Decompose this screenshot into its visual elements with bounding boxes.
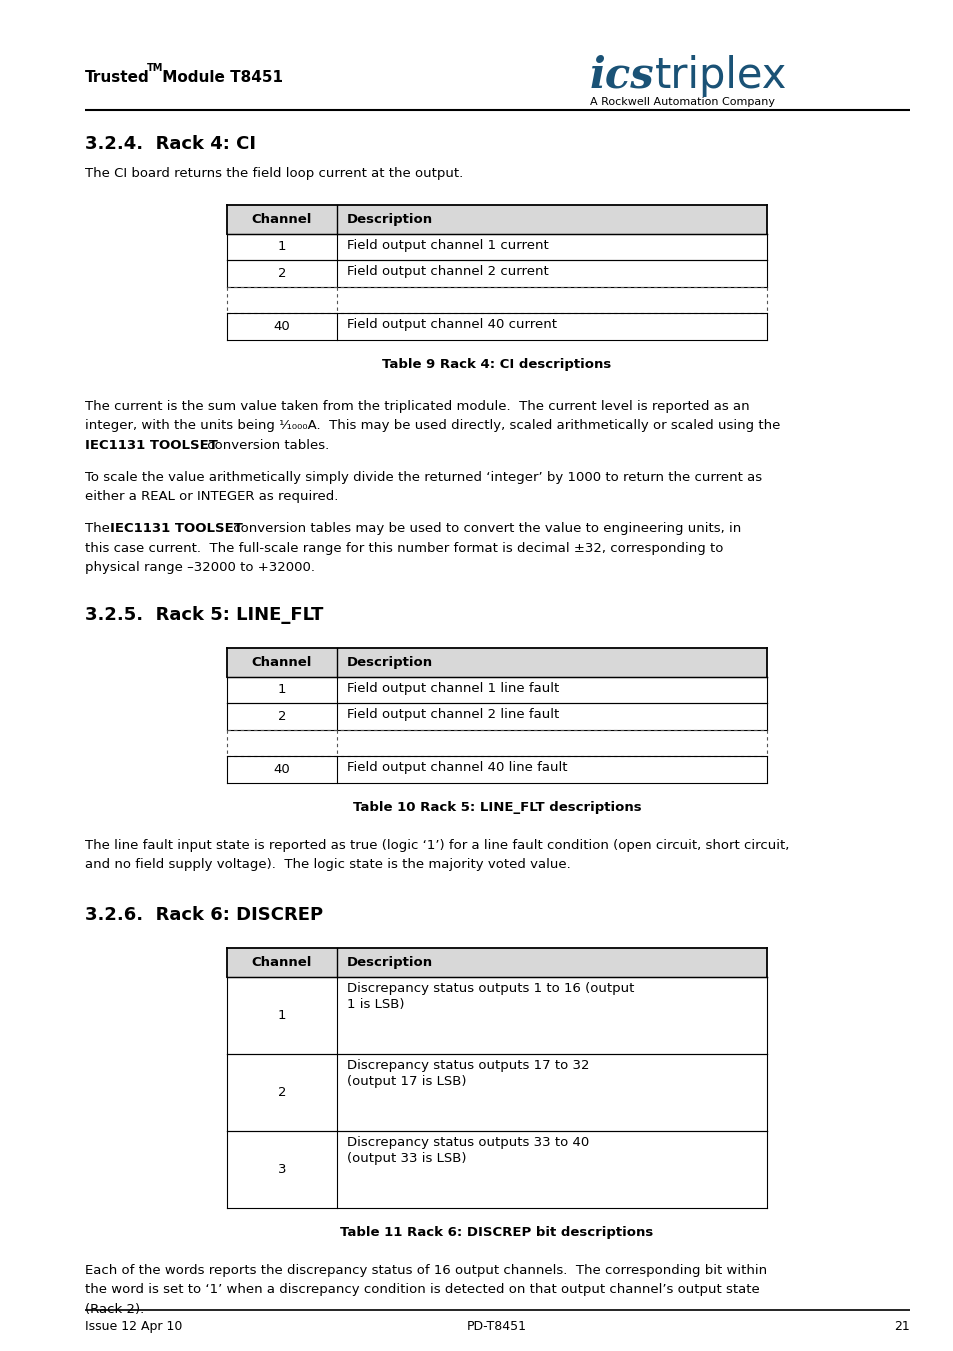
Text: Channel: Channel: [252, 212, 312, 226]
Text: this case current.  The full-scale range for this number format is decimal ±32, : this case current. The full-scale range …: [85, 542, 722, 554]
Text: Table 9 Rack 4: CI descriptions: Table 9 Rack 4: CI descriptions: [382, 358, 611, 370]
Text: Table 10 Rack 5: LINE_FLT descriptions: Table 10 Rack 5: LINE_FLT descriptions: [353, 801, 640, 813]
Text: integer, with the units being ¹⁄₁₀₀₀A.  This may be used directly, scaled arithm: integer, with the units being ¹⁄₁₀₀₀A. T…: [85, 419, 780, 432]
Text: ics: ics: [589, 55, 654, 97]
Text: 1: 1: [277, 684, 286, 696]
Text: Field output channel 2 current: Field output channel 2 current: [347, 265, 548, 278]
Text: 2: 2: [277, 709, 286, 723]
Text: The current is the sum value taken from the triplicated module.  The current lev: The current is the sum value taken from …: [85, 400, 749, 412]
Text: Description: Description: [347, 655, 433, 669]
Text: 21: 21: [893, 1320, 909, 1333]
Text: physical range –32000 to +32000.: physical range –32000 to +32000.: [85, 561, 314, 574]
Text: IEC1131 TOOLSET: IEC1131 TOOLSET: [110, 521, 243, 535]
Text: The: The: [85, 521, 114, 535]
Text: conversion tables may be used to convert the value to engineering units, in: conversion tables may be used to convert…: [229, 521, 740, 535]
Text: Description: Description: [347, 212, 433, 226]
Text: Discrepancy status outputs 33 to 40
(output 33 is LSB): Discrepancy status outputs 33 to 40 (out…: [347, 1135, 589, 1165]
Text: 3.2.5.  Rack 5: LINE_FLT: 3.2.5. Rack 5: LINE_FLT: [85, 607, 323, 624]
Text: 40: 40: [274, 763, 290, 775]
Text: The CI board returns the field loop current at the output.: The CI board returns the field loop curr…: [85, 168, 463, 180]
Text: 40: 40: [274, 320, 290, 332]
Text: Channel: Channel: [252, 955, 312, 969]
Text: Field output channel 40 current: Field output channel 40 current: [347, 317, 557, 331]
Bar: [227, 948, 766, 977]
Text: Channel: Channel: [252, 655, 312, 669]
Text: Trusted: Trusted: [85, 70, 150, 85]
Text: Field output channel 1 line fault: Field output channel 1 line fault: [347, 681, 558, 694]
Text: 3.2.4.  Rack 4: CI: 3.2.4. Rack 4: CI: [85, 135, 255, 153]
Text: either a REAL or INTEGER as required.: either a REAL or INTEGER as required.: [85, 490, 338, 503]
Text: 1: 1: [277, 1008, 286, 1021]
Text: Field output channel 1 current: Field output channel 1 current: [347, 239, 548, 251]
Text: To scale the value arithmetically simply divide the returned ‘integer’ by 1000 t: To scale the value arithmetically simply…: [85, 470, 761, 484]
Text: 3: 3: [277, 1162, 286, 1175]
Bar: [227, 205, 766, 234]
Text: IEC1131 TOOLSET: IEC1131 TOOLSET: [85, 439, 217, 451]
Text: A Rockwell Automation Company: A Rockwell Automation Company: [589, 97, 774, 107]
Text: Module T8451: Module T8451: [157, 70, 283, 85]
Text: Discrepancy status outputs 17 to 32
(output 17 is LSB): Discrepancy status outputs 17 to 32 (out…: [347, 1058, 589, 1088]
Text: Discrepancy status outputs 1 to 16 (output
1 is LSB): Discrepancy status outputs 1 to 16 (outp…: [347, 981, 634, 1011]
Text: TM: TM: [147, 63, 163, 73]
Text: Field output channel 40 line fault: Field output channel 40 line fault: [347, 761, 567, 774]
Text: PD-T8451: PD-T8451: [467, 1320, 526, 1333]
Text: and no field supply voltage).  The logic state is the majority voted value.: and no field supply voltage). The logic …: [85, 858, 570, 871]
Text: Description: Description: [347, 955, 433, 969]
Text: 1: 1: [277, 240, 286, 253]
Bar: [227, 648, 766, 677]
Text: Table 11 Rack 6: DISCREP bit descriptions: Table 11 Rack 6: DISCREP bit description…: [340, 1225, 653, 1239]
Text: the word is set to ‘1’ when a discrepancy condition is detected on that output c: the word is set to ‘1’ when a discrepanc…: [85, 1283, 759, 1296]
Text: Issue 12 Apr 10: Issue 12 Apr 10: [85, 1320, 182, 1333]
Text: Each of the words reports the discrepancy status of 16 output channels.  The cor: Each of the words reports the discrepanc…: [85, 1263, 766, 1277]
Text: 2: 2: [277, 1085, 286, 1098]
Text: Field output channel 2 line fault: Field output channel 2 line fault: [347, 708, 558, 721]
Text: 2: 2: [277, 266, 286, 280]
Text: The line fault input state is reported as true (logic ‘1’) for a line fault cond: The line fault input state is reported a…: [85, 839, 788, 851]
Text: conversion tables.: conversion tables.: [203, 439, 329, 451]
Text: (Rack 2).: (Rack 2).: [85, 1302, 144, 1316]
Text: triplex: triplex: [655, 55, 786, 97]
Text: 3.2.6.  Rack 6: DISCREP: 3.2.6. Rack 6: DISCREP: [85, 907, 323, 924]
